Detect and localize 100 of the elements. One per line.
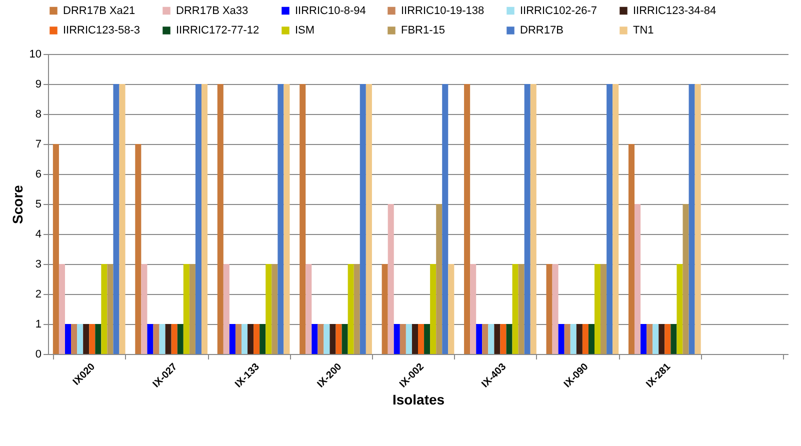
bar bbox=[306, 264, 312, 354]
bar bbox=[664, 324, 671, 354]
y-axis-title: Score bbox=[9, 184, 26, 224]
bar bbox=[336, 324, 342, 354]
bar bbox=[266, 264, 272, 354]
bar bbox=[612, 84, 619, 354]
bar bbox=[436, 204, 442, 354]
bar bbox=[318, 324, 324, 354]
bar bbox=[272, 264, 278, 354]
bar bbox=[476, 324, 482, 354]
bar bbox=[628, 144, 635, 354]
bar bbox=[594, 264, 601, 354]
bar bbox=[241, 324, 248, 354]
bar bbox=[89, 324, 96, 354]
bar bbox=[634, 204, 641, 354]
bar bbox=[558, 324, 564, 354]
y-tick-label: 3 bbox=[35, 258, 42, 270]
bar bbox=[159, 324, 166, 354]
bar bbox=[588, 324, 595, 354]
bar bbox=[300, 84, 306, 354]
bar bbox=[524, 84, 530, 354]
bar bbox=[546, 264, 552, 354]
bar bbox=[406, 324, 412, 354]
bar bbox=[564, 324, 570, 354]
bar bbox=[582, 324, 588, 354]
bar bbox=[284, 84, 290, 354]
legend-label: IIRRIC10-8-94 bbox=[295, 4, 366, 17]
legend-label: IIRRIC10-19-138 bbox=[401, 4, 484, 17]
y-tick-label: 9 bbox=[35, 78, 42, 90]
bar bbox=[360, 84, 366, 354]
bar bbox=[470, 264, 476, 354]
y-tick-label: 8 bbox=[35, 108, 42, 120]
bar bbox=[119, 84, 126, 354]
bar bbox=[254, 324, 260, 354]
bar bbox=[324, 324, 330, 354]
bar bbox=[400, 324, 406, 354]
y-tick-label: 6 bbox=[35, 168, 42, 180]
bar bbox=[500, 324, 506, 354]
bar bbox=[606, 84, 613, 354]
legend-label: IIRRIC102-26-7 bbox=[520, 4, 598, 17]
bar bbox=[235, 324, 242, 354]
bar bbox=[71, 324, 78, 354]
legend-label: IIRRIC123-34-84 bbox=[633, 4, 716, 17]
x-axis-title: Isolates bbox=[392, 391, 445, 408]
bar bbox=[348, 264, 354, 354]
bar bbox=[165, 324, 172, 354]
bar bbox=[77, 324, 84, 354]
bar bbox=[530, 84, 536, 354]
bar bbox=[488, 324, 494, 354]
legend-label: IIRRIC172-77-12 bbox=[176, 24, 260, 36]
bar bbox=[682, 204, 689, 354]
bar bbox=[189, 264, 196, 354]
bar bbox=[688, 84, 695, 354]
bar bbox=[195, 84, 202, 354]
bar bbox=[229, 324, 236, 354]
bar bbox=[223, 264, 230, 354]
y-tick-label: 4 bbox=[35, 228, 42, 240]
bar bbox=[512, 264, 518, 354]
bar bbox=[430, 264, 436, 354]
bar bbox=[83, 324, 90, 354]
bar bbox=[52, 144, 59, 354]
bar bbox=[248, 324, 254, 354]
bar bbox=[442, 84, 448, 354]
legend-label: DRR17B bbox=[520, 24, 564, 36]
bar bbox=[570, 324, 576, 354]
bar bbox=[107, 264, 114, 354]
bar bbox=[652, 324, 659, 354]
legend-label: TN1 bbox=[633, 24, 654, 36]
y-tick-label: 1 bbox=[35, 318, 42, 330]
bar bbox=[113, 84, 120, 354]
bar bbox=[518, 264, 524, 354]
bar bbox=[394, 324, 400, 354]
legend-label: DRR17B Xa21 bbox=[63, 4, 136, 17]
bar bbox=[600, 264, 607, 354]
bar bbox=[101, 264, 108, 354]
bar bbox=[201, 84, 208, 354]
bar bbox=[171, 324, 178, 354]
bar bbox=[64, 324, 72, 354]
bar bbox=[482, 324, 488, 354]
bar bbox=[382, 264, 388, 354]
bar bbox=[646, 324, 653, 354]
bar bbox=[366, 84, 372, 354]
bar bbox=[388, 204, 394, 354]
bar bbox=[354, 264, 360, 354]
bar bbox=[147, 324, 154, 354]
bar bbox=[260, 324, 266, 354]
bar bbox=[135, 144, 142, 354]
bar bbox=[95, 324, 102, 354]
bar bbox=[506, 324, 512, 354]
bar bbox=[424, 324, 430, 354]
bar bbox=[278, 84, 284, 354]
y-tick-label: 2 bbox=[35, 288, 42, 300]
bar bbox=[494, 324, 500, 354]
bar bbox=[141, 264, 148, 354]
bar bbox=[217, 84, 224, 354]
bar bbox=[658, 324, 665, 354]
bar bbox=[153, 324, 160, 354]
bar bbox=[448, 264, 454, 354]
bar bbox=[183, 264, 190, 354]
y-tick-label: 5 bbox=[35, 198, 42, 210]
